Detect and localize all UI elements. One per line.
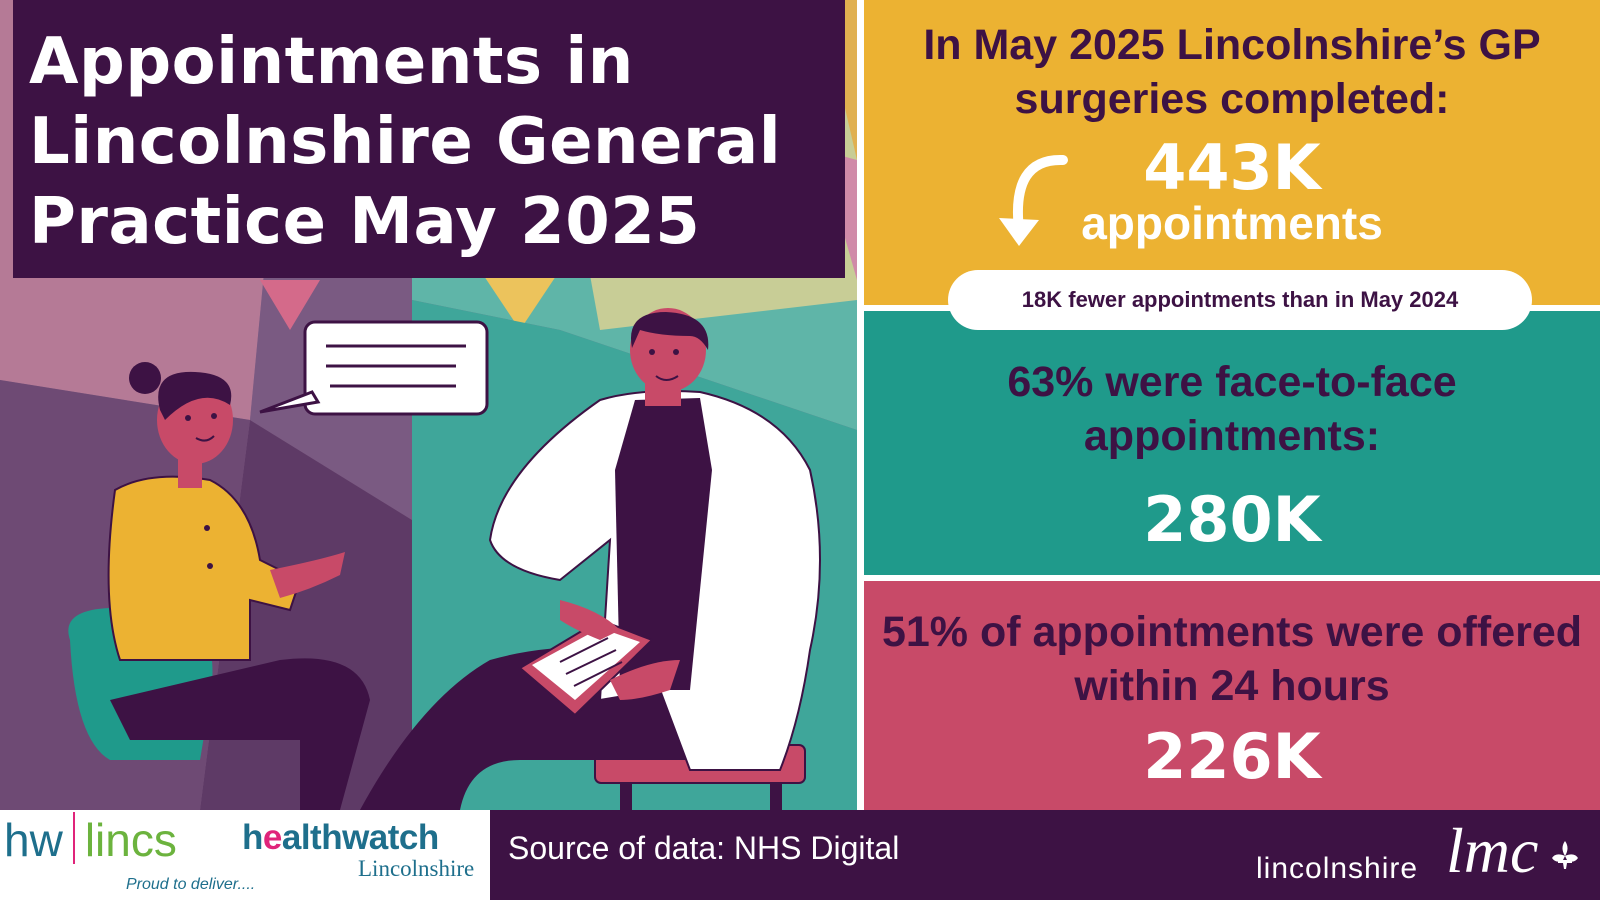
comparison-badge: 18K fewer appointments than in May 2024 [948, 270, 1532, 330]
title-box: Appointments in Lincolnshire General Pra… [13, 0, 845, 278]
doctor-figure [360, 308, 821, 810]
patient-figure [68, 362, 370, 810]
total-value: 443K [1143, 131, 1321, 204]
face-to-face-panel: 63% were face-to-face appointments: 280K [864, 311, 1600, 575]
footer: hw lincs Proud to deliver.... healthwatch… [0, 810, 1600, 900]
logo-divider [72, 812, 75, 864]
total-lead-text: In May 2025 Lincolnshire’s GP surgeries … [923, 21, 1541, 123]
vertical-divider [857, 0, 864, 810]
hw-lincs-logo-lincs: lincs [84, 814, 177, 866]
partner-logos: hw lincs Proud to deliver.... healthwatch… [0, 810, 490, 900]
within-24-hours-lead-text: 51% of appointments were offered within … [881, 608, 1583, 710]
within-24-hours-value: 226K [1143, 720, 1321, 793]
healthwatch-logo-e: e [262, 818, 282, 857]
healthwatch-logo-sub: Lincolnshire [358, 856, 475, 881]
hw-lincs-tagline: Proud to deliver.... [126, 876, 256, 893]
fleur-de-lis-icon [1552, 841, 1578, 869]
curved-arrow-icon [999, 154, 1068, 246]
lmc-logo-prefix: lincolnshire [1256, 852, 1419, 885]
healthwatch-logo: healthwatch [242, 818, 439, 858]
data-source: Source of data: NHS Digital [508, 830, 900, 866]
total-unit: appointments [1081, 197, 1383, 249]
total-appointments-panel: In May 2025 Lincolnshire’s GP surgeries … [864, 0, 1600, 305]
healthwatch-logo-rest: althwatch [281, 818, 439, 857]
lmc-logo-mark: lmc [1446, 815, 1539, 886]
within-24-hours-panel: 51% of appointments were offered within … [864, 581, 1600, 810]
face-to-face-value: 280K [1143, 483, 1321, 556]
page-title: Appointments in Lincolnshire General Pra… [29, 25, 782, 259]
speech-bubble-icon [259, 320, 489, 416]
face-to-face-lead-text: 63% were face-to-face appointments: [1007, 358, 1457, 460]
clipboard-icon [518, 618, 654, 717]
healthwatch-logo-h: h [242, 818, 263, 857]
panel-separator [864, 575, 1600, 581]
hw-lincs-logo: hw lincs [4, 812, 177, 867]
hw-lincs-logo-hw: hw [4, 814, 63, 866]
